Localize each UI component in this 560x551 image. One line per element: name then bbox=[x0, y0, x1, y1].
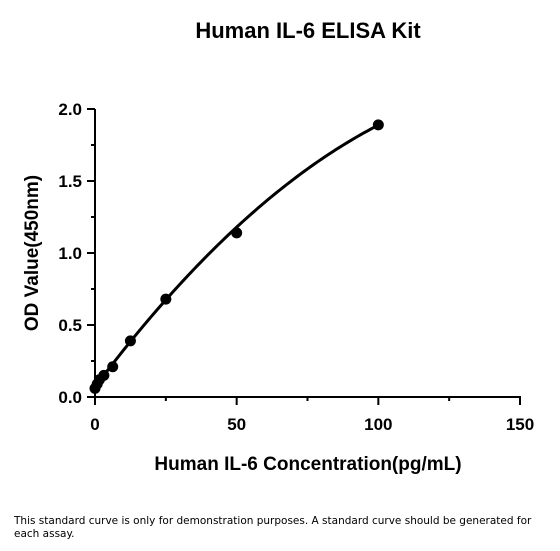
data-point bbox=[372, 119, 384, 131]
y-tick-label: 0.5 bbox=[58, 316, 82, 335]
x-axis-title: Human IL-6 Concentration(pg/mL) bbox=[154, 454, 461, 475]
data-point bbox=[231, 227, 243, 239]
y-tick-label: 1.0 bbox=[58, 244, 82, 263]
x-tick-label: 150 bbox=[506, 415, 534, 434]
fit-curve bbox=[93, 123, 380, 388]
data-point bbox=[160, 293, 172, 305]
footnote: This standard curve is only for demonstr… bbox=[14, 515, 532, 540]
x-tick-label: 100 bbox=[364, 415, 392, 434]
data-point bbox=[124, 335, 136, 347]
y-tick-label: 0.0 bbox=[58, 388, 82, 407]
chart: Human IL-6 ELISA Kit 0.0 0.5 1.0 1.5 2.0 0 50 1… bbox=[22, 18, 534, 475]
y-axis-title: OD Value(450nm) bbox=[22, 175, 43, 331]
data-point bbox=[98, 369, 110, 381]
ticks: 0.0 0.5 1.0 1.5 2.0 0 50 100 150 bbox=[58, 100, 534, 434]
chart-title: Human IL-6 ELISA Kit bbox=[195, 18, 421, 43]
y-tick-label: 2.0 bbox=[58, 100, 82, 119]
y-tick-label: 1.5 bbox=[58, 172, 82, 191]
data-points bbox=[89, 119, 384, 394]
x-tick-label: 50 bbox=[227, 415, 246, 434]
data-point bbox=[107, 361, 119, 373]
axes bbox=[94, 109, 521, 398]
x-tick-label: 0 bbox=[90, 415, 99, 434]
